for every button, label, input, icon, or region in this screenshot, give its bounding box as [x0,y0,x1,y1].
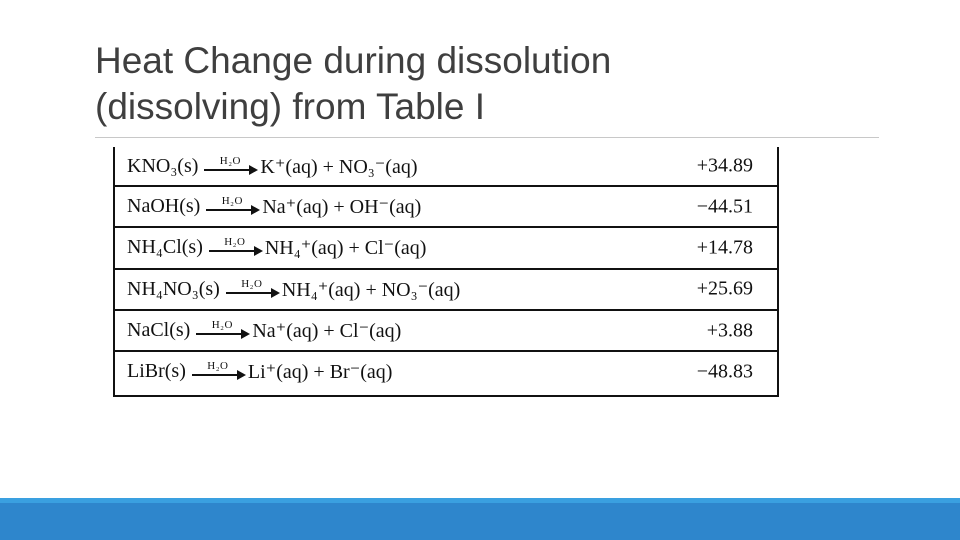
reactant: NaCl(s) [127,319,191,342]
table-row: LiBr(s) H₂O Li⁺(aq) + Br⁻(aq) −48.83 [115,350,777,391]
heat-value: +14.78 [696,236,753,259]
dissolution-heat-table: KNO₃(s) H₂O K⁺(aq) + NO₃⁻(aq) +34.89 NaO… [113,147,779,397]
arrow-icon [191,370,246,381]
reactant: LiBr(s) [127,360,186,383]
reactant: KNO₃(s) [127,154,199,177]
table-row: NaCl(s) H₂O Na⁺(aq) + Cl⁻(aq) +3.88 [115,308,777,350]
footer-bar [0,498,960,540]
heat-value: +25.69 [696,277,753,300]
title-line-2: (dissolving) from Table I [95,86,486,127]
arrow-icon [204,164,259,175]
products: NH₄⁺(aq) + Cl⁻(aq) [264,237,427,260]
heat-value: +3.88 [706,319,753,342]
reactant: NaOH(s) [127,195,201,218]
reaction-arrow: H₂O [196,319,251,340]
arrow-label: H₂O [221,195,243,208]
reaction-arrow: H₂O [191,360,246,381]
reaction-arrow: H₂O [225,277,280,298]
table-row: NH₄Cl(s) H₂O NH₄⁺(aq) + Cl⁻(aq) +14.78 [115,226,777,267]
arrow-icon [225,287,280,298]
products: Li⁺(aq) + Br⁻(aq) [247,361,393,384]
products: Na⁺(aq) + Cl⁻(aq) [252,320,402,343]
products: Na⁺(aq) + OH⁻(aq) [262,196,422,219]
arrow-label: H₂O [224,236,246,249]
arrow-icon [208,246,263,257]
heat-value: −44.51 [696,195,753,218]
slide-title: Heat Change during dissolution (dissolvi… [95,38,895,130]
table-row: NH₄NO₃(s) H₂O NH₄⁺(aq) + NO₃⁻(aq) +25.69 [115,267,777,309]
arrow-label: H₂O [207,360,229,373]
arrow-label: H₂O [211,319,233,332]
table-row: KNO₃(s) H₂O K⁺(aq) + NO₃⁻(aq) +34.89 [115,147,777,185]
table-row: NaOH(s) H₂O Na⁺(aq) + OH⁻(aq) −44.51 [115,185,777,226]
heat-value: −48.83 [696,360,753,383]
arrow-label: H₂O [241,277,263,290]
heat-value: +34.89 [696,154,753,177]
title-underline [95,137,879,138]
reaction-arrow: H₂O [208,236,263,257]
title-line-1: Heat Change during dissolution [95,40,612,81]
arrow-label: H₂O [219,154,242,167]
footer-bar-highlight [0,498,960,503]
arrow-icon [196,329,251,340]
reactant: NH₄Cl(s) [127,236,203,259]
reaction-arrow: H₂O [206,195,261,216]
reaction-arrow: H₂O [204,154,259,175]
arrow-icon [206,205,261,216]
products: K⁺(aq) + NO₃⁻(aq) [260,155,418,178]
reactant: NH₄NO₃(s) [127,277,220,300]
products: NH₄⁺(aq) + NO₃⁻(aq) [281,278,461,301]
